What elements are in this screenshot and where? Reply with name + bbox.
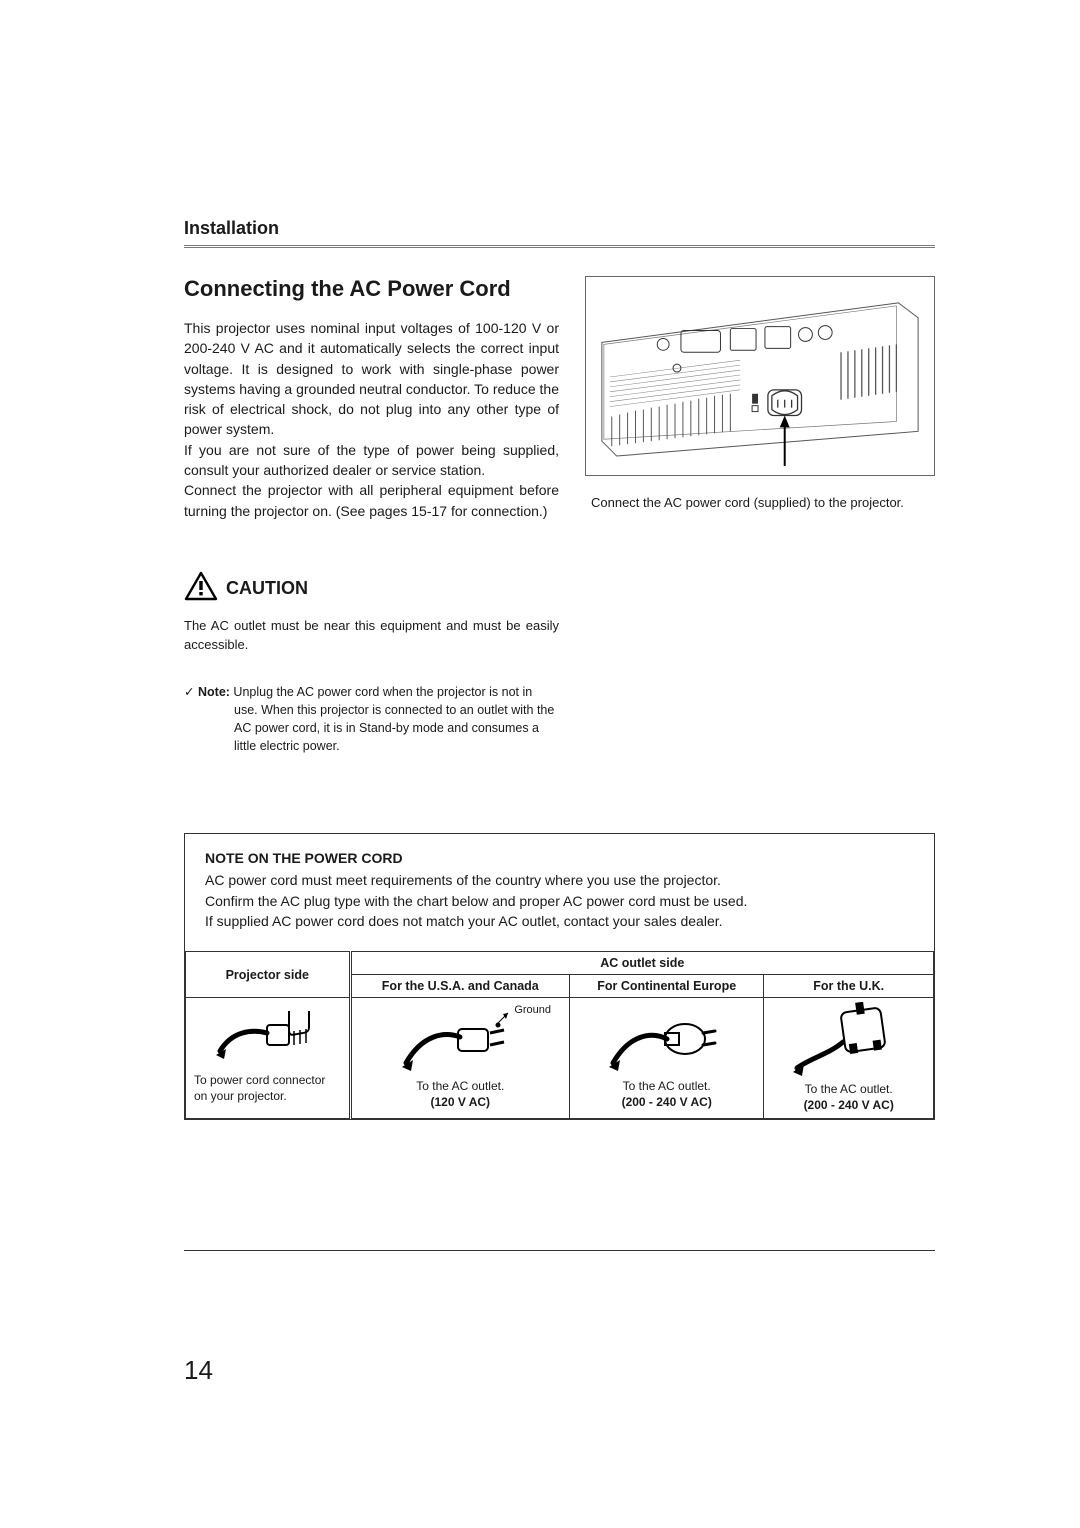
note-first-line: Unplug the AC power cord when the projec… [230,685,532,699]
europe-caption-line1: To the AC outlet. [623,1079,711,1093]
cord-note-title: NOTE ON THE POWER CORD [205,850,914,866]
power-cord-note-box: NOTE ON THE POWER CORD AC power cord mus… [184,833,935,1119]
cell-projector-side: To power cord connector on your projecto… [186,998,351,1118]
col-europe: For Continental Europe [570,975,764,998]
projector-rear-svg [592,283,928,469]
caution-text: The AC outlet must be near this equipmen… [184,616,559,655]
col-usa: For the U.S.A. and Canada [350,975,569,998]
illustration-caption: Connect the AC power cord (supplied) to … [591,494,935,512]
body-paragraph: This projector uses nominal input voltag… [184,318,559,521]
page-number: 14 [184,1355,213,1386]
caution-row: CAUTION [184,571,559,606]
divider-bottom [184,1250,935,1251]
table-header-row: Projector side AC outlet side [186,952,934,975]
cell-europe: To the AC outlet. (200 - 240 V AC) [570,998,764,1118]
europe-caption-line2: (200 - 240 V AC) [622,1095,712,1109]
ground-label: Ground [514,1004,551,1016]
usa-caption: To the AC outlet. (120 V AC) [356,1079,565,1110]
table-plug-row: To power cord connector on your projecto… [186,998,934,1118]
projector-illustration [585,276,935,476]
checkmark-icon: ✓ [184,683,198,701]
cell-usa: Ground To the AC outlet. (120 V AC) [350,998,569,1118]
uk-caption-line2: (200 - 240 V AC) [804,1098,894,1112]
left-column: Connecting the AC Power Cord This projec… [184,276,559,755]
col-uk: For the U.K. [764,975,934,998]
header-ac-outlet-side: AC outlet side [350,952,933,975]
cell-uk: To the AC outlet. (200 - 240 V AC) [764,998,934,1118]
note-body: use. When this projector is connected to… [184,701,559,755]
content-columns: Connecting the AC Power Cord This projec… [184,276,935,755]
uk-plug-icon [789,1002,909,1080]
section-label: Installation [184,218,935,239]
header-projector-side: Projector side [186,952,351,998]
note-block: ✓Note: Unplug the AC power cord when the… [184,683,559,756]
usa-caption-line1: To the AC outlet. [416,1079,504,1093]
cord-note-text: AC power cord must meet requirements of … [205,870,914,931]
power-cord-table: Projector side AC outlet side For the U.… [185,951,934,1118]
note-label: Note: [198,685,230,699]
manual-page: Installation Connecting the AC Power Cor… [0,0,1080,1528]
caution-label: CAUTION [226,578,308,599]
usa-caption-line2: (120 V AC) [430,1095,490,1109]
us-plug-icon [400,1005,520,1077]
projector-side-caption: To power cord connector on your projecto… [194,1073,341,1104]
projector-connector-icon [212,1011,322,1071]
uk-caption: To the AC outlet. (200 - 240 V AC) [768,1082,929,1113]
eu-plug-icon [607,1005,727,1077]
warning-icon [184,571,218,606]
divider-top [184,245,935,248]
uk-caption-line1: To the AC outlet. [805,1082,893,1096]
page-heading: Connecting the AC Power Cord [184,276,559,302]
europe-caption: To the AC outlet. (200 - 240 V AC) [574,1079,759,1110]
right-column: Connect the AC power cord (supplied) to … [585,276,935,755]
